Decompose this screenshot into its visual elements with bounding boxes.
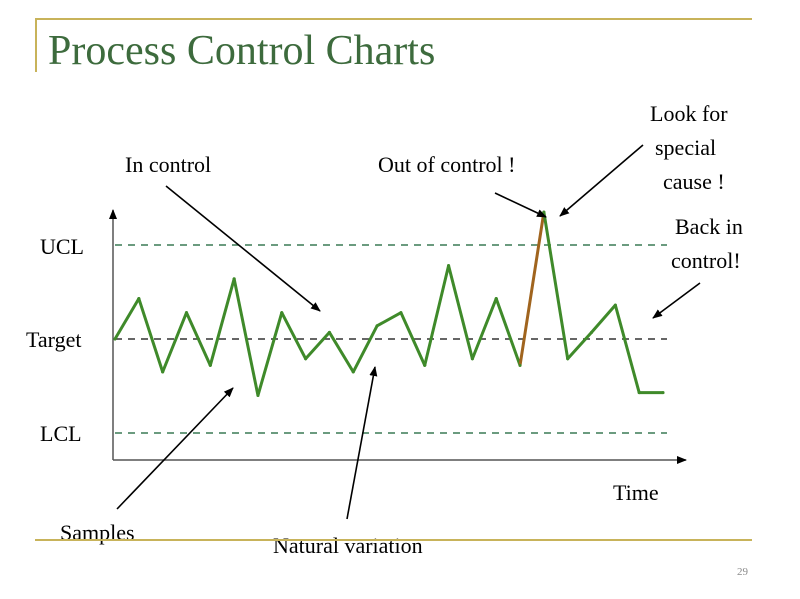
- series-segment: [280, 311, 308, 361]
- arrow-natural-variation: [346, 366, 378, 520]
- data-point: [161, 370, 165, 374]
- series-segment: [256, 311, 284, 397]
- data-point: [399, 311, 403, 315]
- data-point: [542, 210, 546, 214]
- annotation-in-control: In control: [125, 152, 211, 177]
- data-point: [494, 297, 498, 301]
- data-point: [304, 357, 308, 361]
- arrow-in-control: [165, 185, 321, 312]
- annotation-look-for-line-1: Look for: [650, 101, 728, 126]
- annotation-samples: Samples: [60, 520, 135, 545]
- data-point: [232, 277, 236, 281]
- arrow-samples: [116, 387, 234, 510]
- series-segment: [590, 303, 617, 334]
- series-segment: [399, 311, 427, 367]
- arrow-out-of-control: [494, 192, 547, 218]
- data-point: [423, 363, 427, 367]
- series-segment: [327, 330, 355, 374]
- annotation-back-in-control-line-1: Back in: [675, 214, 743, 239]
- series-segment: [375, 311, 403, 328]
- data-point: [470, 357, 474, 361]
- data-point: [351, 370, 355, 374]
- x-axis-label: Time: [613, 480, 659, 505]
- data-point: [208, 363, 212, 367]
- annotation-natural-variation: Natural variation: [273, 533, 423, 558]
- series-segment: [470, 297, 498, 361]
- bottom-rule: [35, 539, 752, 541]
- lcl-label: LCL: [40, 421, 82, 446]
- annotation-back-in-control-line-2: control!: [671, 248, 741, 273]
- page-number: 29: [737, 566, 748, 578]
- data-point: [661, 391, 665, 395]
- series-segment: [613, 303, 641, 395]
- series-segment: [304, 330, 331, 361]
- data-point: [256, 393, 260, 397]
- series-segment: [161, 311, 188, 374]
- series-segment: [232, 277, 260, 397]
- series-segment: [137, 297, 165, 374]
- series-segment: [566, 330, 594, 361]
- data-point: [327, 330, 331, 334]
- data-point: [447, 264, 451, 268]
- annotation-look-for-line-3: cause !: [663, 169, 725, 194]
- data-point: [375, 324, 379, 328]
- data-point: [137, 297, 141, 301]
- data-point: [566, 357, 570, 361]
- series-segment: [184, 311, 212, 367]
- annotation-look-for-line-2: special: [655, 135, 716, 160]
- ucl-label: UCL: [40, 234, 84, 259]
- series-segment: [542, 210, 570, 361]
- series-segment: [494, 297, 522, 367]
- data-point: [637, 391, 641, 395]
- series-segment: [447, 264, 474, 361]
- out-of-control-segment: [518, 210, 546, 367]
- arrow-back-in-control: [652, 282, 701, 319]
- series-group: [113, 210, 665, 397]
- title-rule-top: [35, 18, 752, 20]
- annotation-out-of-control: Out of control !: [378, 152, 515, 177]
- series-segment: [351, 324, 379, 374]
- series-segment: [423, 264, 451, 367]
- data-point: [590, 330, 594, 334]
- data-point: [280, 311, 284, 315]
- data-point: [613, 303, 617, 307]
- title-rule-left: [35, 18, 37, 72]
- data-point: [518, 363, 522, 367]
- series-segment: [208, 277, 236, 367]
- series-segment: [113, 297, 141, 341]
- data-point: [113, 337, 117, 341]
- arrow-look-for-cause: [559, 144, 644, 217]
- target-label: Target: [26, 327, 81, 352]
- slide-title: Process Control Charts: [48, 28, 436, 74]
- data-point: [184, 311, 188, 315]
